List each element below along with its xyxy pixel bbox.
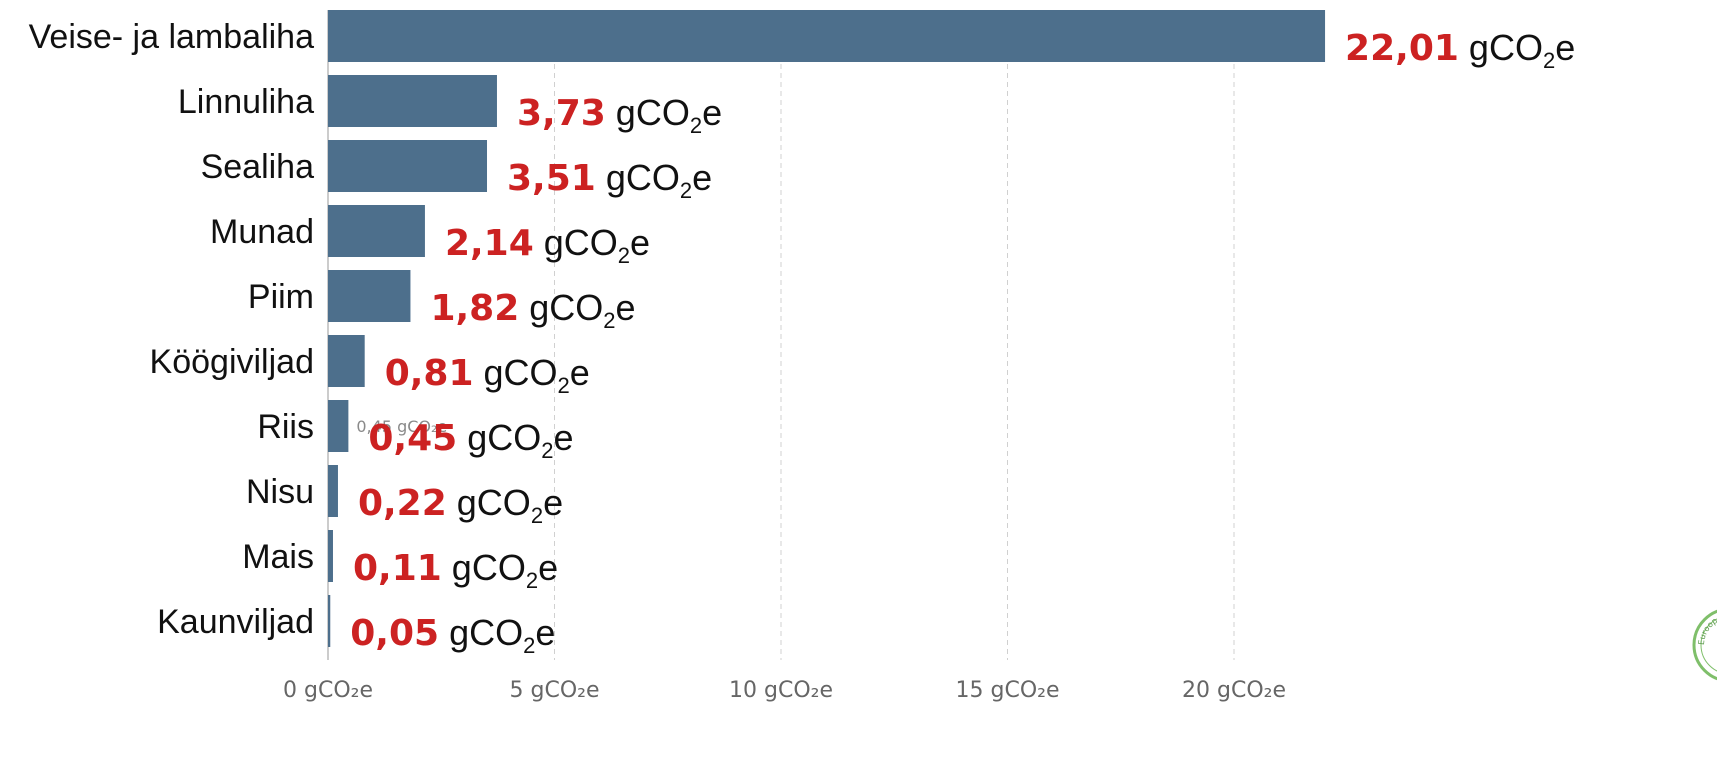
value-unit: gCO2e bbox=[529, 287, 635, 333]
bar bbox=[328, 595, 331, 647]
value-label: 0,45 bbox=[368, 418, 457, 459]
value-unit: gCO2e bbox=[457, 482, 563, 528]
x-tick-label: 20 gCO₂e bbox=[1182, 678, 1286, 703]
x-tick-label: 10 gCO₂e bbox=[729, 678, 833, 703]
category-label: Riis bbox=[257, 408, 314, 446]
category-label: Köögiviljad bbox=[150, 343, 314, 381]
category-label: Veise- ja lambaliha bbox=[29, 18, 314, 56]
category-label: Piim bbox=[248, 278, 314, 316]
category-label: Linnuliha bbox=[178, 83, 314, 121]
value-label: 0,05 bbox=[350, 613, 439, 654]
x-tick-label: 15 gCO₂e bbox=[956, 678, 1060, 703]
value-label: 3,73 bbox=[517, 93, 606, 134]
value-unit: gCO2e bbox=[452, 547, 558, 593]
bar bbox=[328, 400, 349, 452]
bar bbox=[328, 335, 365, 387]
value-unit: gCO2e bbox=[1469, 27, 1575, 73]
value-label: 0,11 bbox=[353, 548, 442, 589]
bar bbox=[328, 10, 1326, 62]
value-unit: gCO2e bbox=[449, 612, 555, 658]
value-label: 3,51 bbox=[507, 158, 596, 199]
bar bbox=[328, 75, 497, 127]
category-label: Sealiha bbox=[201, 148, 315, 186]
bars-group bbox=[328, 10, 1326, 647]
value-label: 0,81 bbox=[385, 353, 474, 394]
x-axis-ticks: 0 gCO₂e 5 gCO₂e 10 gCO₂e 15 gCO₂e 20 gCO₂e bbox=[283, 678, 1286, 703]
category-label: Nisu bbox=[246, 473, 314, 511]
value-unit: gCO2e bbox=[544, 222, 650, 268]
x-tick-label: 5 gCO₂e bbox=[510, 678, 600, 703]
circular-seal-icon: Euroopa Liit bbox=[1688, 598, 1717, 685]
value-unit: gCO2e bbox=[467, 417, 573, 463]
value-label: 0,22 bbox=[358, 483, 447, 524]
value-label: 22,01 bbox=[1345, 28, 1459, 69]
category-label: Munad bbox=[210, 213, 314, 251]
value-unit: gCO2e bbox=[616, 92, 722, 138]
bar bbox=[328, 530, 333, 582]
bar bbox=[328, 270, 411, 322]
category-label: Kaunviljad bbox=[157, 603, 314, 641]
category-label: Mais bbox=[242, 538, 314, 576]
value-unit: gCO2e bbox=[606, 157, 712, 203]
category-labels: Veise- ja lambaliha Linnuliha Sealiha Munad… bbox=[29, 18, 314, 641]
value-unit: gCO2e bbox=[484, 352, 590, 398]
bar bbox=[328, 140, 488, 192]
bar bbox=[328, 465, 338, 517]
value-label: 2,14 bbox=[445, 223, 534, 264]
ghost-value-label: 0,45 gCO₂e bbox=[356, 417, 447, 436]
bar bbox=[328, 205, 425, 257]
x-tick-label: 0 gCO₂e bbox=[283, 678, 373, 703]
value-label: 1,82 bbox=[430, 288, 519, 329]
